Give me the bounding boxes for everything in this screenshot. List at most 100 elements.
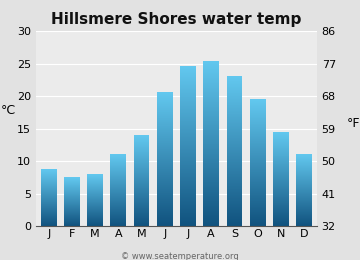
Bar bbox=[273, 192, 289, 193]
Bar bbox=[157, 98, 173, 99]
Bar bbox=[134, 206, 149, 207]
Bar bbox=[273, 199, 289, 200]
Bar bbox=[203, 213, 219, 214]
Bar bbox=[157, 149, 173, 150]
Bar bbox=[250, 194, 266, 195]
Bar bbox=[203, 119, 219, 120]
Bar bbox=[41, 213, 57, 214]
Bar bbox=[41, 170, 57, 171]
Bar bbox=[180, 180, 196, 181]
Bar bbox=[250, 121, 266, 122]
Bar bbox=[157, 150, 173, 151]
Bar bbox=[296, 182, 312, 183]
Bar bbox=[273, 133, 289, 134]
Bar bbox=[226, 176, 242, 177]
Bar bbox=[250, 132, 266, 133]
Bar bbox=[157, 187, 173, 188]
Bar bbox=[226, 97, 242, 98]
Bar bbox=[203, 102, 219, 103]
Bar bbox=[250, 149, 266, 150]
Bar bbox=[226, 224, 242, 225]
Bar bbox=[203, 210, 219, 211]
Bar bbox=[203, 134, 219, 135]
Bar bbox=[250, 160, 266, 161]
Bar bbox=[180, 152, 196, 153]
Bar bbox=[134, 161, 149, 162]
Bar bbox=[180, 95, 196, 96]
Bar bbox=[157, 146, 173, 147]
Bar bbox=[273, 188, 289, 189]
Bar bbox=[180, 163, 196, 164]
Bar bbox=[111, 198, 126, 199]
Bar bbox=[134, 139, 149, 140]
Bar bbox=[296, 204, 312, 205]
Bar bbox=[87, 191, 103, 192]
Bar bbox=[273, 194, 289, 195]
Bar bbox=[111, 174, 126, 175]
Bar bbox=[226, 103, 242, 104]
Bar bbox=[226, 92, 242, 93]
Bar bbox=[157, 101, 173, 102]
Bar bbox=[226, 84, 242, 85]
Bar bbox=[134, 186, 149, 187]
Bar bbox=[226, 182, 242, 183]
Bar bbox=[203, 108, 219, 109]
Bar bbox=[226, 191, 242, 192]
Bar bbox=[250, 140, 266, 141]
Bar bbox=[203, 72, 219, 73]
Bar bbox=[111, 218, 126, 219]
Bar bbox=[111, 165, 126, 166]
Bar bbox=[41, 169, 57, 170]
Bar bbox=[180, 115, 196, 116]
Bar bbox=[203, 225, 219, 226]
Bar bbox=[180, 219, 196, 220]
Bar bbox=[203, 150, 219, 151]
Bar bbox=[134, 198, 149, 199]
Bar bbox=[226, 170, 242, 171]
Bar bbox=[180, 185, 196, 186]
Bar bbox=[111, 163, 126, 164]
Bar bbox=[250, 208, 266, 209]
Bar bbox=[203, 133, 219, 134]
Bar bbox=[226, 207, 242, 208]
Bar bbox=[250, 104, 266, 105]
Bar bbox=[111, 158, 126, 159]
Bar bbox=[180, 214, 196, 215]
Bar bbox=[134, 164, 149, 165]
Bar bbox=[134, 184, 149, 185]
Bar bbox=[180, 68, 196, 69]
Bar bbox=[134, 209, 149, 210]
Bar bbox=[203, 135, 219, 136]
Bar bbox=[250, 138, 266, 139]
Bar bbox=[250, 168, 266, 169]
Bar bbox=[273, 156, 289, 157]
Bar bbox=[203, 126, 219, 127]
Bar bbox=[226, 90, 242, 91]
Bar bbox=[250, 162, 266, 163]
Bar bbox=[250, 161, 266, 162]
Bar bbox=[273, 206, 289, 207]
Bar bbox=[134, 167, 149, 168]
Bar bbox=[203, 178, 219, 179]
Bar bbox=[273, 152, 289, 153]
Bar bbox=[250, 156, 266, 157]
Bar bbox=[203, 192, 219, 193]
Bar bbox=[273, 190, 289, 191]
Bar bbox=[180, 197, 196, 198]
Bar bbox=[87, 218, 103, 219]
Bar bbox=[157, 105, 173, 106]
Bar bbox=[157, 217, 173, 218]
Bar bbox=[273, 198, 289, 199]
Bar bbox=[250, 146, 266, 147]
Bar bbox=[226, 108, 242, 109]
Bar bbox=[203, 75, 219, 76]
Bar bbox=[203, 140, 219, 141]
Bar bbox=[134, 210, 149, 211]
Bar bbox=[134, 196, 149, 197]
Bar bbox=[157, 218, 173, 219]
Bar bbox=[41, 217, 57, 218]
Bar bbox=[87, 184, 103, 185]
Bar bbox=[180, 88, 196, 89]
Bar bbox=[226, 198, 242, 199]
Bar bbox=[226, 212, 242, 213]
